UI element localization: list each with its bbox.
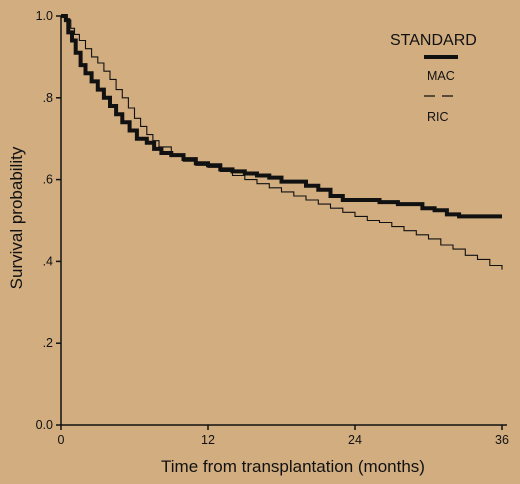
x-tick-label-1: 12	[201, 433, 215, 447]
y-tick-label-5: 1.0	[36, 9, 53, 23]
legend-ric-label: RIC	[427, 110, 449, 124]
axis-tick-labels: 0 12 24 36 0.0 .2 .4 .6 .8 1.0	[36, 9, 509, 447]
y-tick-label-4: .8	[43, 91, 53, 105]
y-tick-label-1: .2	[43, 336, 53, 350]
x-axis-title: Time from transplantation (months)	[161, 457, 425, 476]
series-layer	[61, 14, 503, 270]
axis-ticks	[56, 15, 503, 430]
x-tick-label-3: 36	[495, 433, 509, 447]
legend-title: STANDARD	[390, 32, 477, 49]
x-tick-label-2: 24	[348, 433, 362, 447]
y-tick-label-2: .4	[43, 254, 53, 268]
y-tick-label-0: 0.0	[36, 418, 53, 432]
x-tick-label-0: 0	[58, 433, 65, 447]
series-line-ric	[61, 15, 503, 270]
legend: STANDARD MAC RIC	[390, 32, 477, 124]
legend-mac-label: MAC	[427, 69, 455, 83]
y-axis-title: Survival probability	[7, 146, 26, 289]
y-tick-label-3: .6	[43, 173, 53, 187]
